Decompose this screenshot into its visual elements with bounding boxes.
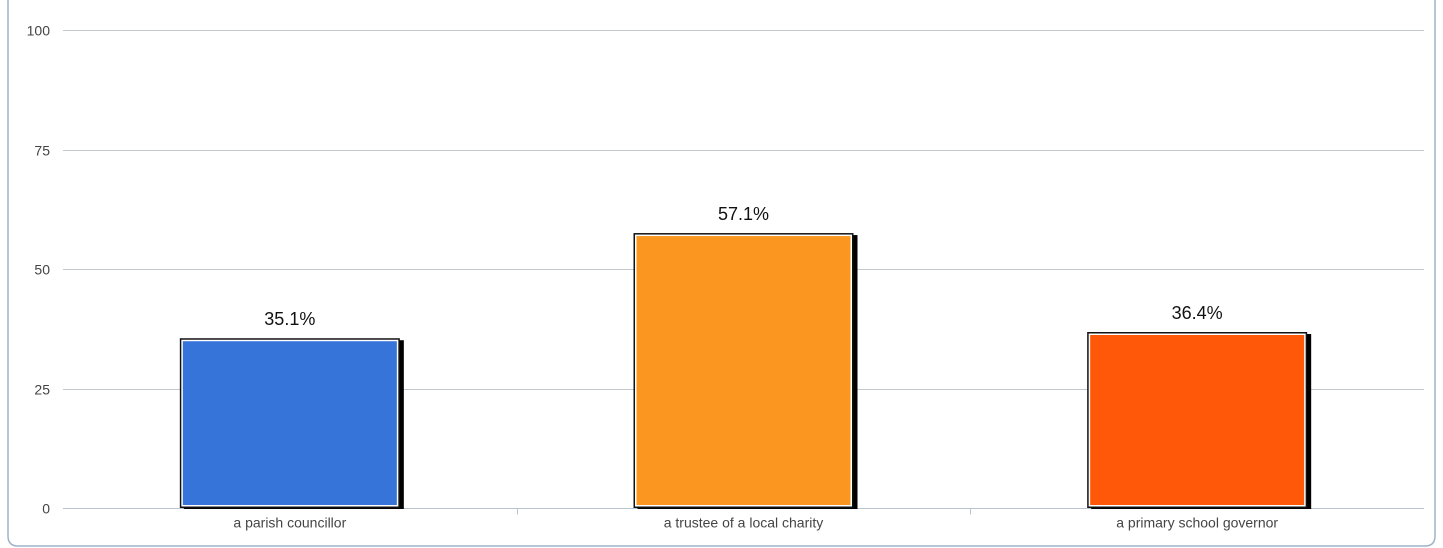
bar-fill: [1090, 335, 1305, 505]
x-category-label: a trustee of a local charity: [664, 515, 824, 531]
y-tick-label: 25: [34, 382, 50, 398]
data-label: 36.4%: [1172, 303, 1223, 323]
bar-1[interactable]: [179, 338, 404, 509]
data-label: 35.1%: [264, 309, 315, 329]
bar-2[interactable]: [633, 233, 858, 509]
y-tick-label: 100: [27, 23, 51, 39]
x-category-label: a primary school governor: [1116, 515, 1278, 531]
data-label: 57.1%: [718, 204, 769, 224]
chart-border: [7, 0, 1436, 547]
bar-3[interactable]: [1087, 332, 1312, 509]
y-tick-label: 75: [34, 143, 50, 159]
x-category-label: a parish councillor: [233, 515, 346, 531]
bar-fill: [182, 341, 397, 505]
y-tick-label: 0: [42, 501, 50, 517]
bar-fill: [636, 236, 851, 505]
y-tick-label: 50: [34, 262, 50, 278]
